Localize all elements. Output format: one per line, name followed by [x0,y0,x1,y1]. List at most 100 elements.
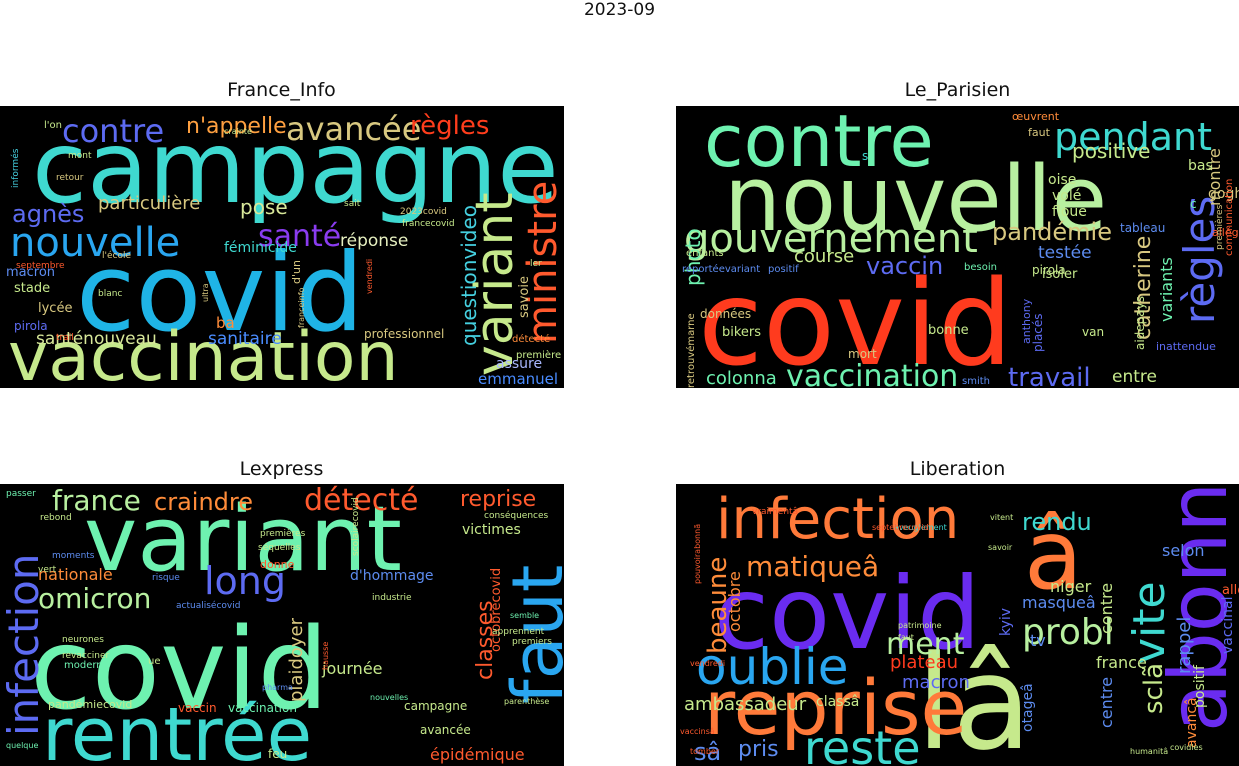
word-1-24: tableau [1120,221,1165,235]
word-0-2: vaccination [8,318,399,388]
word-0-19: ba [216,314,235,332]
panel-title-0: France_Info [227,79,336,101]
word-3-12: sclã [1139,663,1169,714]
word-1-36: allégées [1212,226,1239,239]
word-1-17: entre [1112,367,1157,387]
word-3-10: ment [886,627,965,662]
word-1-22: bas [1188,158,1213,174]
word-2-32: passer [6,489,36,499]
word-2-37: scolairecovid [351,497,361,556]
word-1-32: anthony [1020,298,1033,344]
word-3-17: plateau [890,652,958,673]
word-1-27: mort [848,347,877,361]
word-2-47: hausse [321,642,330,670]
word-0-0: campagne [32,109,559,226]
word-1-41: reportéevariant [682,263,760,275]
word-3-48: faut [898,633,914,642]
word-1-25: isoler [1042,267,1078,282]
word-3-34: avancâ [1184,697,1200,748]
word-2-44: parenthèse [504,696,549,706]
word-1-3: gouvernement [684,216,978,262]
word-2-9: craindre [154,488,253,516]
word-0-30: première [516,349,561,361]
word-3-36: vraimentâ [752,507,798,517]
word-0-37: blanc [98,289,122,299]
word-3-2: â [1024,499,1083,611]
word-3-32: vaccinal [1220,597,1236,655]
word-3-45: vaccinsâ [680,727,715,736]
word-2-36: revacciner [62,651,110,661]
word-0-13: pose [240,195,288,219]
word-2-31: premières [260,528,306,539]
word-2-26: moderna [64,660,109,671]
word-0-32: retour [56,173,84,183]
word-3-42: patrimoine [898,621,942,630]
word-3-37: aveuglement [894,523,947,532]
word-0-11: n'appelle [186,114,287,139]
panel-title-2: Lexpress [239,458,324,480]
word-3-27: selon [1162,541,1205,560]
word-3-23: contre [1097,583,1116,634]
word-1-39: smith [962,376,990,387]
word-3-20: rappel [1174,617,1195,674]
word-1-14: course [794,246,854,267]
word-1-6: vaccination [786,359,958,388]
word-0-6: avancée [286,110,421,148]
word-3-30: otageâ [1020,683,1036,732]
word-2-12: plaidoyer [286,617,307,702]
word-1-13: colonna [706,368,777,388]
word-1-20: volé [1052,188,1081,204]
word-3-13: beaune [703,557,733,654]
word-2-1: variant [84,487,402,592]
word-1-0: covid [698,254,1013,388]
word-1-38: premières [1214,204,1225,250]
word-3-46: humanitâ [1130,747,1168,756]
word-0-15: réponse [340,231,408,251]
word-0-36: trail [56,333,74,343]
word-0-42: ler [530,259,542,269]
word-1-28: van [1082,325,1104,339]
panel-title-1: Le_Parisien [904,79,1011,101]
word-3-40: septebrecovid [872,523,929,532]
word-1-23: gogh [1208,186,1239,202]
word-0-44: vendredi [365,259,374,294]
word-0-34: informés [10,148,21,188]
word-0-39: francecovid [402,219,455,229]
word-0-4: variant [465,192,525,376]
word-2-27: ue [148,656,161,667]
word-3-11: matiqueâ [746,550,879,583]
word-0-12: questionvideo [457,205,481,346]
word-2-22: feu [268,747,287,761]
word-1-12: photo [681,228,705,286]
word-2-23: vaccin [178,701,217,715]
wordcloud-lexpress: covid variant rentrée faut infection long déte… [0,484,564,766]
word-0-18: emmanuel [478,370,558,388]
word-3-15: sâ [694,738,721,766]
wordcloud-liberation: covid lâ â reprise abonnã infection oublie rest… [676,484,1239,766]
word-0-3: nouvelle [10,220,180,266]
word-0-9: santé [258,219,341,254]
word-0-38: l'école [102,250,131,261]
word-1-19: oise [1048,172,1076,188]
word-0-14: particulière [98,193,200,214]
word-3-5: infection [716,487,959,552]
word-3-3: reprise [704,663,967,752]
word-2-28: vert [38,565,57,575]
word-2-16: victimes [462,522,521,538]
word-0-28: d'un [290,260,303,284]
word-2-40: actualisécovid [176,600,240,611]
word-1-46: faut [1028,126,1051,139]
word-3-14: rendu [1022,508,1092,536]
word-0-41: sait [344,199,361,209]
word-2-5: long [204,559,286,603]
word-3-47: covidles [1170,743,1203,752]
word-2-21: avancée [420,723,471,737]
word-3-24: centre [1097,677,1116,728]
word-0-1: covid [76,231,364,356]
word-2-39: industrie [372,593,412,603]
word-2-41: apprennent [492,627,545,637]
word-0-26: professionnel [364,327,444,341]
word-2-10: classes [473,600,498,680]
word-0-20: assure [496,356,542,372]
word-2-25: pandémiecovid [48,698,132,711]
